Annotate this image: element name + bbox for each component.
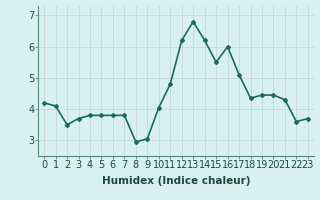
X-axis label: Humidex (Indice chaleur): Humidex (Indice chaleur) — [102, 176, 250, 186]
